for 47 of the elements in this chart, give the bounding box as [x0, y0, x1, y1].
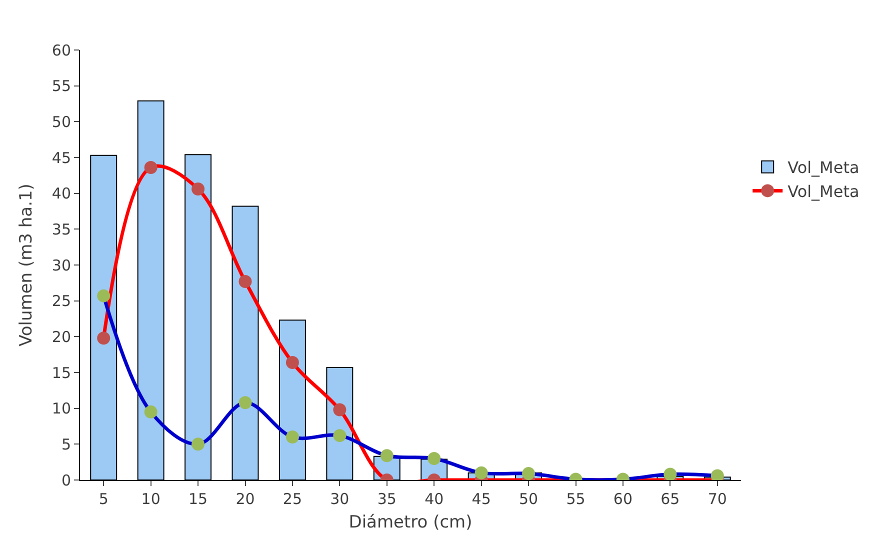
legend-label: Vol_Meta — [788, 182, 860, 201]
y-tick-label: 30 — [52, 256, 71, 274]
point — [333, 403, 346, 416]
point — [192, 438, 205, 451]
y-tick-label: 10 — [52, 400, 71, 418]
y-tick-label: 25 — [52, 292, 71, 310]
x-tick-label: 5 — [98, 490, 108, 508]
x-axis-title: Diámetro (cm) — [348, 512, 472, 532]
y-tick-label: 40 — [52, 184, 71, 203]
x-tick-label: 65 — [660, 490, 680, 508]
x-tick-label: 20 — [236, 490, 255, 508]
x-tick-label: 10 — [141, 490, 160, 508]
point — [428, 452, 441, 465]
legend-label: Vol_Meta — [788, 158, 860, 178]
point — [474, 466, 488, 480]
point — [144, 405, 158, 418]
y-tick-label: 5 — [61, 435, 71, 454]
y-tick-label: 45 — [52, 148, 71, 167]
point — [286, 430, 299, 444]
x-tick-label: 60 — [613, 490, 633, 508]
point — [380, 449, 394, 462]
x-tick-label: 70 — [708, 490, 727, 508]
point — [97, 289, 110, 302]
x-tick-label: 30 — [330, 490, 350, 508]
x-tick-label: 50 — [518, 490, 538, 508]
x-tick-label: 15 — [188, 490, 208, 508]
y-tick-label: 55 — [52, 77, 71, 96]
point — [144, 161, 158, 174]
x-tick-label: 40 — [424, 490, 444, 508]
point — [238, 274, 252, 288]
y-tick-label: 20 — [52, 328, 71, 346]
point — [97, 332, 110, 345]
y-tick-label: 0 — [61, 471, 71, 490]
y-tick-label: 60 — [52, 41, 71, 60]
y-axis-title: Volumen (m3 ha.1) — [16, 184, 36, 346]
y-tick-label: 35 — [52, 220, 71, 238]
point — [333, 429, 346, 442]
x-tick-label: 45 — [472, 490, 491, 508]
x-tick-label: 25 — [282, 490, 302, 508]
y-tick-label: 15 — [52, 364, 71, 382]
point — [238, 396, 252, 410]
y-tick-label: 50 — [52, 112, 71, 131]
x-tick-label: 35 — [377, 490, 396, 508]
point — [522, 467, 536, 480]
x-tick-label: 55 — [566, 490, 586, 508]
point — [286, 356, 299, 369]
point — [192, 182, 205, 196]
